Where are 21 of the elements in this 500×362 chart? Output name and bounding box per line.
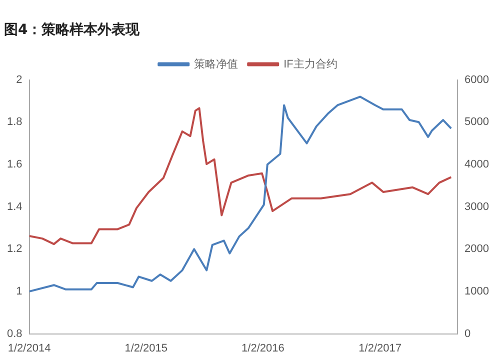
y2-tick-label: 2000 <box>464 243 490 256</box>
y2-tick-label: 5000 <box>464 116 490 128</box>
x-tick-label: 1/2/2014 <box>8 342 51 354</box>
y-tick-label: 0.8 <box>6 328 22 340</box>
x-tick-label: 1/2/2016 <box>242 342 284 354</box>
x-tick-label: 1/2/2017 <box>358 342 402 354</box>
y-tick-label: 2 <box>16 74 22 86</box>
y-tick-label: 1.2 <box>6 243 22 256</box>
y2-tick-label: 6000 <box>464 74 490 86</box>
y-tick-label: 1.8 <box>6 116 22 128</box>
y-tick-label: 1.4 <box>6 200 22 213</box>
chart-title: 图4：策略样本外表现 <box>4 22 141 38</box>
y-tick-label: 1.6 <box>6 158 22 170</box>
legend-label: IF主力合约 <box>284 57 338 70</box>
legend-label: 策略净值 <box>194 58 238 70</box>
y2-tick-label: 4000 <box>464 158 490 170</box>
y-tick-label: 1 <box>16 286 22 298</box>
x-tick-label: 1/2/2015 <box>124 342 168 354</box>
y2-tick-label: 1000 <box>464 286 490 298</box>
y2-tick-label: 3000 <box>464 200 490 213</box>
y2-tick-label: 0 <box>464 328 471 340</box>
